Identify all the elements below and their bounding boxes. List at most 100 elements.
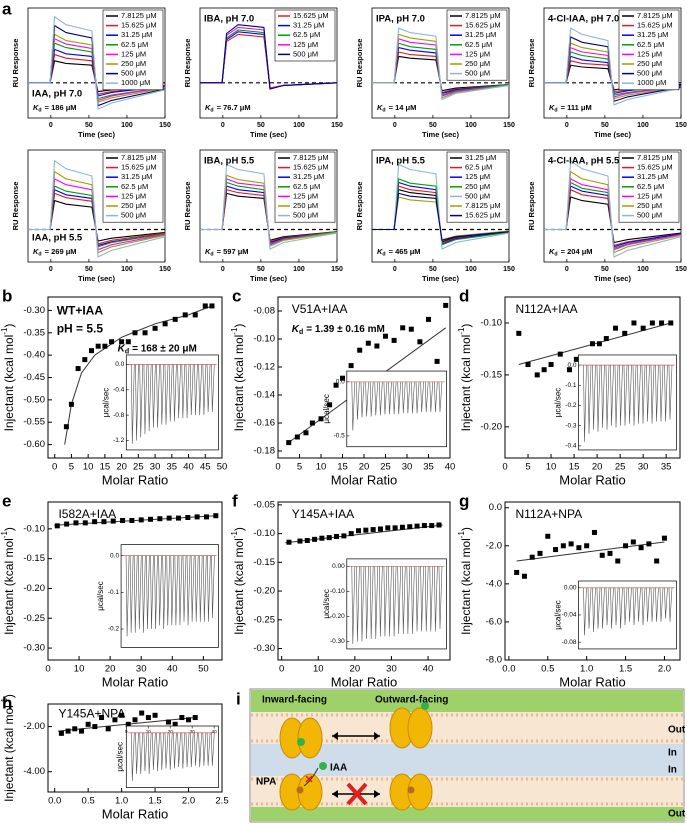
- inset-peak: [173, 364, 177, 422]
- panel-title: N112A+IAA: [516, 302, 578, 316]
- data-point: [112, 717, 118, 723]
- x-tick-label: 50: [601, 122, 609, 129]
- inset-peak: [605, 365, 610, 430]
- x-tick-label: 1.5: [148, 796, 161, 807]
- inset-peak: [411, 566, 415, 634]
- inset-peak: [655, 587, 659, 622]
- y-label-end: ): [232, 527, 246, 531]
- data-point: [436, 522, 442, 528]
- inset-peak: [177, 732, 181, 768]
- inset-peak: [133, 555, 138, 633]
- y-label-main: Injectant (kcal mol: [2, 538, 16, 635]
- panel-title: IPA, pH 5.5: [376, 156, 426, 167]
- y-axis-label: Injectant (kcal mol-1): [230, 324, 246, 432]
- inset-peak: [420, 566, 424, 632]
- kd-subscript: d: [210, 108, 213, 114]
- inset-peak: [177, 364, 181, 419]
- kd-symbol: K: [205, 103, 211, 112]
- inset-peak: [365, 381, 369, 417]
- compartment-label: In: [668, 765, 677, 776]
- inset-peak: [420, 381, 424, 413]
- x-tick-label: 20: [116, 462, 127, 473]
- x-tick-label: 40: [423, 664, 434, 675]
- plot-frame: [27, 7, 166, 119]
- inset-y-tick-label: -1.2: [113, 437, 125, 444]
- panel-label: i: [236, 689, 241, 708]
- inset-peak: [406, 566, 411, 634]
- data-point: [590, 341, 595, 347]
- data-point: [417, 339, 423, 345]
- inset-peak: [211, 732, 215, 766]
- data-point: [327, 402, 333, 408]
- inset-peak: [429, 381, 434, 413]
- x-tick-label: 150: [675, 266, 687, 273]
- legend-label: 7.8125 μM: [465, 201, 501, 210]
- transporter: [297, 717, 323, 759]
- data-point: [125, 721, 131, 727]
- x-tick-label: 2.5: [215, 796, 228, 807]
- y-tick-label: -0.05: [253, 499, 275, 510]
- inset-peak: [583, 587, 587, 636]
- inset-y-tick-label: -0.30: [330, 638, 345, 645]
- inset-peak: [641, 587, 646, 626]
- inset-peak: [369, 381, 374, 417]
- legend-label: 31.25 μM: [465, 30, 496, 39]
- x-tick-label: 0.5: [541, 664, 554, 675]
- x-tick-label: 100: [293, 266, 305, 273]
- x-tick-label: 10: [83, 462, 94, 473]
- inset-peak: [211, 364, 215, 412]
- blocked-cross: [346, 782, 368, 806]
- x-tick-label: 35: [167, 462, 178, 473]
- data-point: [73, 520, 79, 526]
- legend-label: 1000 μM: [637, 78, 666, 87]
- data-point: [326, 535, 332, 541]
- data-point: [54, 523, 60, 529]
- x-tick-label: 2.0: [182, 796, 195, 807]
- data-point: [548, 362, 554, 368]
- x-tick-label: 45: [200, 462, 211, 473]
- data-point: [318, 416, 324, 422]
- x-tick-label: 10: [546, 462, 557, 473]
- x-tick-label: 100: [121, 122, 133, 129]
- data-point: [391, 337, 397, 343]
- y-axis-label: Injectant (kcal mol-1): [457, 527, 473, 635]
- y-tick-label: -2.00: [23, 721, 45, 732]
- panel-title: IAA, pH 5.5: [32, 233, 83, 244]
- x-tick-label: 0.0: [502, 664, 515, 675]
- kd-subscript: d: [38, 252, 41, 258]
- x-tick-label: 15: [100, 462, 111, 473]
- data-point: [286, 440, 292, 446]
- inset-peak: [170, 555, 175, 626]
- kd-label: Kd = 465 μM: [377, 247, 421, 258]
- data-point: [142, 330, 148, 336]
- y-tick-label: -0.20: [23, 583, 45, 594]
- inset-peak: [610, 587, 614, 629]
- inset-y-tick-label: -0.1: [108, 589, 120, 596]
- inset-peak: [424, 566, 429, 632]
- inset-peak: [150, 555, 154, 630]
- data-point: [566, 367, 572, 373]
- inset-peak: [181, 732, 186, 769]
- inset-y-tick-label: -0.2: [108, 626, 120, 633]
- iaa-molecule: [297, 738, 305, 746]
- inset-peak: [156, 364, 160, 428]
- inset-peak: [181, 364, 186, 419]
- data-point: [429, 523, 435, 529]
- x-tick-label: 100: [637, 122, 649, 129]
- data-point: [649, 320, 655, 326]
- inset-peak: [383, 381, 388, 415]
- inset-peak: [137, 555, 142, 630]
- data-point: [192, 312, 198, 318]
- x-tick-label: 50: [429, 266, 437, 273]
- npa-molecule: [407, 786, 415, 794]
- data-point: [573, 356, 579, 362]
- inset-peak: [360, 566, 365, 642]
- kd-value: = 111 μM: [561, 103, 592, 112]
- itc-panel: g 0.0 0.5 1.0 1.5 2.0 0.0 -2.0 -4.0 -6.0 -8.0 Molar…: [457, 491, 681, 689]
- x-tick-label: 30: [402, 462, 413, 473]
- inset-peak: [637, 365, 641, 424]
- data-point: [101, 519, 107, 525]
- inset-peak: [637, 587, 641, 622]
